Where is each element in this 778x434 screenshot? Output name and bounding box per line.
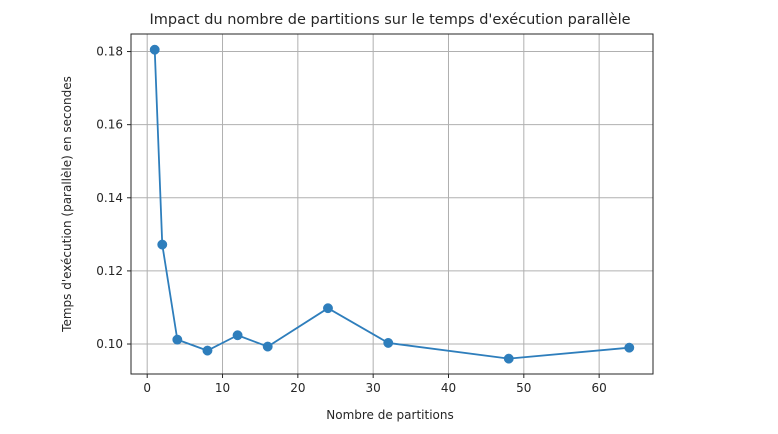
data-point	[232, 330, 243, 341]
x-axis-label: Nombre de partitions	[326, 408, 454, 422]
x-tick-label: 20	[290, 381, 305, 395]
grid-lines	[131, 34, 653, 374]
data-point	[262, 341, 273, 352]
chart-title: Impact du nombre de partitions sur le te…	[149, 12, 630, 28]
data-point	[323, 303, 333, 314]
plot-frame	[130, 33, 654, 375]
data-point	[157, 239, 168, 250]
series-line	[153, 48, 631, 360]
x-tick-label: 0	[143, 381, 151, 395]
x-tick-label: 50	[516, 381, 531, 395]
y-tick-label: 0.14	[96, 191, 123, 205]
data-point	[149, 44, 160, 55]
y-tick-label: 0.10	[96, 337, 123, 351]
data-point	[202, 345, 213, 356]
data-point	[503, 353, 514, 364]
data-series	[149, 44, 635, 364]
plot-axes	[130, 33, 654, 375]
y-tick-label: 0.18	[96, 45, 123, 59]
data-point	[383, 337, 394, 348]
y-tick-label: 0.16	[96, 118, 123, 132]
y-axis-label: Temps d'exécution (parallèle) en seconde…	[60, 76, 74, 333]
data-point	[172, 334, 183, 345]
x-tick-label: 40	[441, 381, 456, 395]
axis-ticks: 0 10 20 30 40 50 60 0.10 0.12 0.14 0.16 0.18	[96, 45, 607, 395]
x-tick-label: 10	[215, 381, 230, 395]
x-tick-label: 60	[592, 381, 607, 395]
data-point	[624, 342, 635, 353]
x-tick-label: 30	[366, 381, 381, 395]
y-tick-label: 0.12	[96, 264, 123, 278]
